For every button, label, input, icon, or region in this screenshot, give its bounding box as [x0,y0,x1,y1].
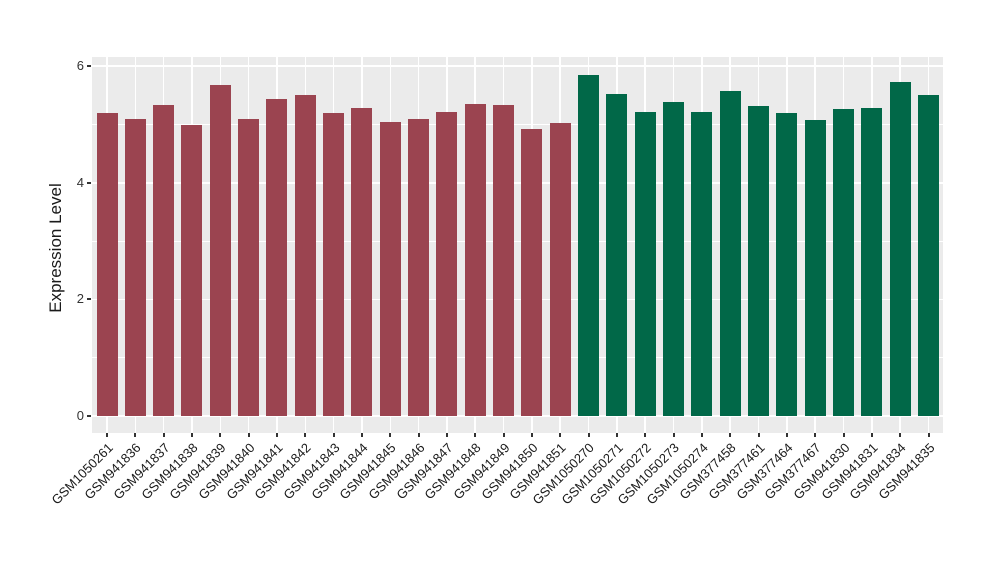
bar [918,95,940,416]
y-tick-mark [87,65,91,68]
x-tick-mark [417,433,420,437]
bar [634,111,656,416]
x-tick-mark [106,433,108,437]
major-gridline [92,182,943,184]
y-axis-title: Expression Level [46,183,65,313]
x-tick-mark [644,433,647,437]
bar [861,107,883,416]
plot-panel [92,57,943,433]
bar [493,105,515,416]
bar [606,93,628,416]
bar [294,95,316,416]
x-tick-mark [474,433,477,437]
bar [124,118,146,416]
x-tick-mark [870,433,873,437]
bar [379,121,401,416]
x-tick-mark [842,433,845,437]
minor-gridline [92,357,943,359]
x-tick-mark [729,433,732,437]
y-tick-mark [87,181,91,184]
bar [719,90,741,416]
x-tick-mark [389,433,392,437]
bar [578,74,600,416]
major-gridline [92,65,943,67]
x-tick-mark [304,433,307,437]
x-tick-mark [927,433,930,437]
bar [181,124,203,416]
x-tick-mark [502,433,505,437]
y-tick-label: 0 [76,408,84,423]
x-tick-mark [247,433,250,437]
x-tick-mark [785,433,788,437]
bar [549,123,571,416]
x-tick-mark [559,433,562,437]
x-tick-mark [219,433,222,437]
x-tick-mark [275,433,278,437]
bar [408,118,430,416]
x-tick-mark [190,433,193,437]
x-tick-mark [700,433,703,437]
x-tick-mark [530,433,533,437]
y-tick-label: 2 [76,291,84,307]
bar [464,103,486,416]
minor-gridline [92,124,943,125]
x-tick-mark [757,433,760,437]
x-tick-mark [332,433,335,437]
bar [521,129,543,416]
bar [748,105,770,416]
y-tick-mark [87,415,91,417]
y-tick-mark [87,298,91,301]
bar [238,118,260,416]
x-tick-mark [587,433,590,437]
major-gridline [92,298,943,301]
bar [96,112,118,416]
x-tick-mark [899,433,902,437]
y-tick-label: 4 [76,174,84,190]
minor-gridline [92,240,943,242]
bar [889,81,911,416]
y-tick-label: 6 [76,58,84,74]
bar [323,112,345,416]
bar [804,120,826,416]
x-tick-mark [814,433,817,437]
bar [266,99,288,416]
bar [691,111,713,416]
x-tick-mark [445,433,448,437]
bar [209,85,231,416]
bar [776,112,798,416]
bar [351,108,373,416]
bar [833,109,855,416]
bar [153,105,175,416]
x-tick-mark [615,433,618,437]
major-gridline [92,415,943,417]
x-tick-mark [162,433,165,437]
bar [663,102,685,416]
bar [436,112,458,416]
x-tick-mark [360,433,363,437]
x-tick-mark [134,433,137,437]
x-tick-mark [672,433,675,437]
